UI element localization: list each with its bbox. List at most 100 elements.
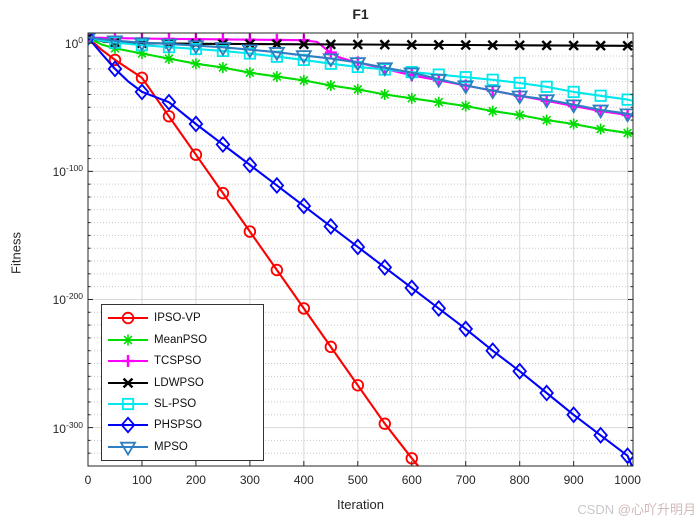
x-axis-label: Iteration — [337, 497, 384, 512]
marker-diamond — [120, 416, 136, 434]
marker-asterisk — [164, 54, 174, 64]
marker-asterisk — [245, 68, 255, 78]
y-tick-label: 10-100 — [52, 163, 83, 180]
y-tick-label: 10-200 — [52, 291, 83, 308]
marker-asterisk — [569, 119, 579, 129]
marker-triangle-down — [160, 38, 178, 54]
marker-triangle-down — [457, 80, 475, 95]
marker-diamond — [269, 176, 285, 195]
x-tick-label: 200 — [185, 473, 206, 487]
marker-diamond — [458, 320, 474, 338]
legend-sample-group — [108, 355, 148, 368]
marker-square — [486, 73, 499, 86]
x-tick-label: 800 — [509, 473, 530, 487]
marker-circle — [216, 186, 230, 200]
marker-asterisk — [596, 124, 606, 134]
series-MPSO — [88, 33, 633, 123]
legend: IPSO-VP MeanPSO TCSPSO LDWPSO SL-PSO PHSPSO MP… — [101, 304, 264, 461]
legend-item-LDWPSO: LDWPSO — [106, 373, 259, 393]
marker-circle — [121, 312, 135, 325]
marker-circle — [243, 225, 257, 238]
marker-asterisk — [461, 101, 471, 111]
series-line — [88, 36, 420, 466]
marker-x — [352, 39, 364, 50]
legend-sample — [108, 397, 148, 410]
legend-label: PHSPSO — [154, 419, 202, 432]
x-tick-label: 900 — [563, 473, 584, 487]
marker-triangle-down — [187, 40, 205, 55]
marker-square — [459, 71, 472, 84]
legend-label: MPSO — [154, 440, 188, 453]
legend-label: LDWPSO — [154, 376, 204, 389]
marker-asterisk — [434, 97, 444, 107]
axes — [87, 32, 634, 467]
series-IPSO-VP — [88, 33, 420, 466]
marker-triangle-down — [133, 37, 151, 52]
marker-x — [568, 40, 579, 51]
marker-triangle-down — [88, 33, 97, 47]
legend-sample — [108, 416, 148, 434]
marker-asterisk — [623, 128, 633, 138]
marker-asterisk — [272, 72, 282, 82]
series-line — [88, 36, 633, 117]
marker-asterisk — [218, 63, 228, 73]
marker-x — [298, 39, 310, 50]
watermark-csdn: CSDN — [577, 502, 618, 517]
marker-diamond — [242, 156, 258, 174]
marker-square — [594, 89, 607, 102]
marker-diamond — [377, 258, 393, 277]
marker-diamond — [88, 33, 96, 47]
legend-label: SL-PSO — [154, 397, 197, 410]
marker-triangle-down — [214, 42, 232, 57]
legend-item-MPSO: MPSO — [106, 437, 259, 457]
marker-triangle-down — [376, 62, 394, 77]
marker-square — [540, 80, 553, 93]
marker-x — [244, 38, 256, 50]
x-tick-label: 300 — [239, 473, 260, 487]
marker-triangle-down — [538, 94, 556, 109]
marker-asterisk — [515, 110, 525, 120]
series-MeanPSO — [88, 33, 633, 139]
marker-circle — [108, 53, 122, 67]
marker-diamond — [323, 217, 339, 236]
legend-item-TCSPSO: TCSPSO — [106, 351, 259, 371]
marker-diamond — [134, 83, 150, 101]
marker-diamond — [161, 93, 177, 111]
marker-triangle-down — [106, 35, 124, 50]
marker-asterisk — [326, 81, 336, 90]
marker-circle — [189, 148, 203, 161]
marker-asterisk — [407, 93, 417, 103]
marker-triangle-down — [484, 85, 502, 100]
marker-circle — [270, 263, 284, 277]
series-line — [88, 36, 633, 102]
marker-x — [379, 39, 391, 50]
legend-label: TCSPSO — [154, 355, 202, 368]
marker-diamond — [107, 60, 123, 78]
y-tick-label: 100 — [64, 35, 83, 52]
marker-asterisk — [488, 106, 498, 116]
x-tick-label: 0 — [84, 473, 92, 487]
legend-item-IPSO-VP: IPSO-VP — [106, 308, 259, 328]
marker-diamond — [350, 238, 366, 256]
marker-x — [406, 39, 418, 51]
legend-sample — [108, 441, 148, 456]
legend-item-SL-PSO: SL-PSO — [106, 394, 259, 414]
watermark: CSDN @心吖升明月 — [577, 499, 696, 518]
marker-asterisk — [123, 335, 133, 345]
marker-diamond — [215, 135, 231, 154]
marker-triangle-down — [592, 104, 610, 120]
marker-square — [567, 85, 580, 99]
marker-square — [513, 76, 526, 90]
marker-diamond — [188, 115, 204, 133]
chart-title: F1 — [352, 6, 369, 22]
x-tick-label: 500 — [347, 473, 368, 487]
legend-sample — [108, 334, 148, 346]
legend-sample-group — [108, 397, 148, 410]
y-tick-exponent: -300 — [65, 419, 83, 430]
legend-item-PHSPSO: PHSPSO — [106, 415, 259, 435]
marker-x — [433, 39, 444, 51]
series-group — [88, 33, 633, 466]
y-tick-exponent: 0 — [78, 35, 83, 46]
marker-circle — [378, 417, 391, 430]
